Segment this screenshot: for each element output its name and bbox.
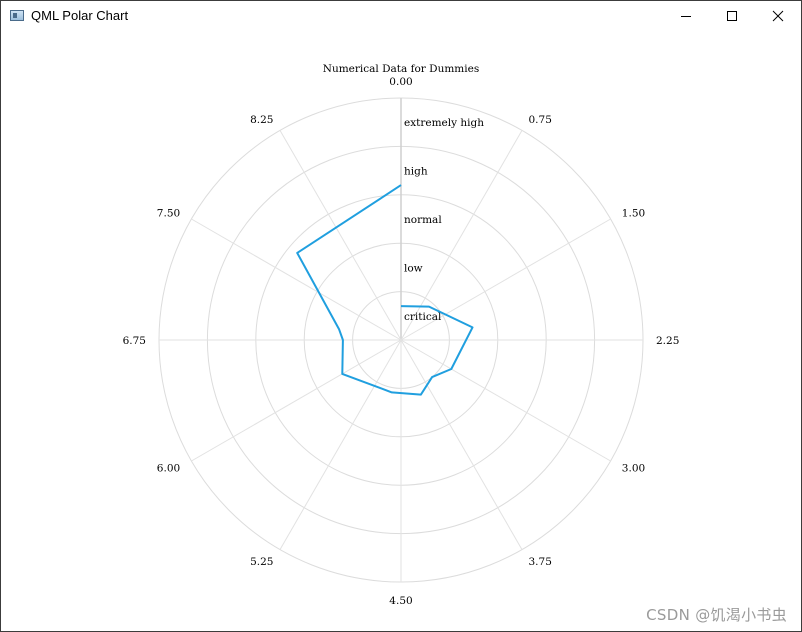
angular-grid-line (400, 339, 611, 462)
title-bar[interactable]: QML Polar Chart (1, 1, 801, 31)
angular-tick-label: 7.50 (157, 208, 180, 220)
watermark-text: CSDN @饥渴小书虫 (646, 606, 787, 624)
radial-category-label: low (404, 262, 423, 274)
angular-tick-label: 2.25 (656, 335, 679, 347)
angular-grid-line (191, 218, 402, 341)
window-title: QML Polar Chart (31, 8, 129, 23)
angular-grid-line (279, 339, 402, 550)
polar-chart[interactable]: 0.00 0.75 1.50 2.25 3.00 3.75 4.50 5.25 6.00 6.75… (1, 31, 801, 631)
angular-tick-label: 3.00 (622, 463, 645, 475)
angular-grid-line (191, 339, 402, 462)
angular-tick-label: 5.25 (250, 556, 273, 568)
app-window-icon (10, 10, 24, 21)
maximize-button[interactable] (709, 1, 755, 31)
minimize-button[interactable] (663, 1, 709, 31)
angular-tick-label: 4.50 (389, 595, 412, 607)
radial-category-label: high (404, 166, 428, 178)
radial-category-label: extremely high (404, 117, 484, 129)
angular-tick-label: 8.25 (250, 114, 273, 126)
radial-category-label: normal (404, 214, 442, 226)
angular-tick-label: 1.50 (622, 208, 645, 220)
angular-tick-label: 6.00 (157, 463, 180, 475)
polar-grid (158, 97, 644, 583)
angular-grid-line (279, 130, 402, 341)
angular-grid-line (400, 339, 523, 550)
angular-tick-label: 3.75 (529, 556, 552, 568)
close-icon (772, 10, 784, 22)
polar-chart-svg: 0.00 0.75 1.50 2.25 3.00 3.75 4.50 5.25 6.00 6.75… (123, 63, 680, 607)
series-layer (296, 184, 474, 396)
minimize-icon (681, 16, 691, 17)
angular-tick-label: 6.75 (123, 335, 146, 347)
axis-labels: 0.00 0.75 1.50 2.25 3.00 3.75 4.50 5.25 6.00 6.75… (123, 76, 680, 607)
close-button[interactable] (755, 1, 801, 31)
angular-tick-label: 0.75 (529, 114, 552, 126)
chart-title: Numerical Data for Dummies (323, 63, 479, 75)
angular-grid-line (400, 218, 611, 341)
angular-tick-label: 0.00 (389, 76, 412, 88)
radial-category-label: critical (404, 311, 442, 323)
angular-grid-line (400, 130, 523, 341)
maximize-icon (727, 11, 737, 21)
series-line (296, 184, 474, 396)
